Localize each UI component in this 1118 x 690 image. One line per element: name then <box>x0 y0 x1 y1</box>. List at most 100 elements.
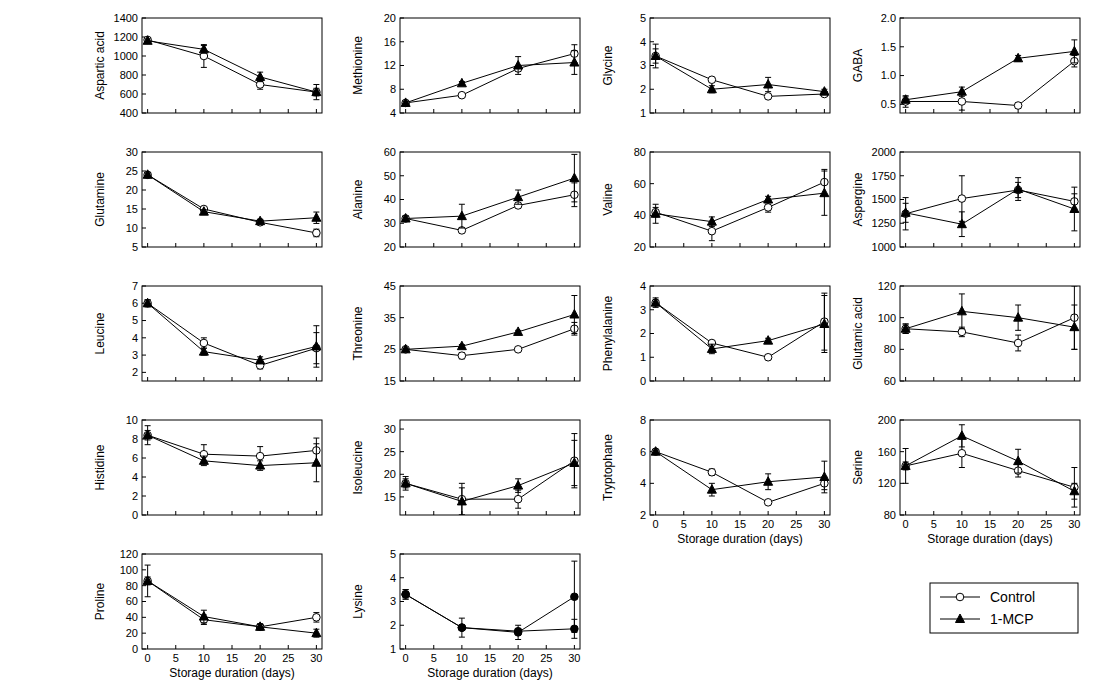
y-tick-label: 0 <box>132 643 138 655</box>
y-tick <box>400 649 404 650</box>
y-tick <box>142 56 146 57</box>
y-tick-label: 120 <box>878 477 896 489</box>
y-tick-label: 40 <box>126 611 138 623</box>
panel: 51015202530Glutamine <box>93 146 322 253</box>
y-axis-title: Lysine <box>351 584 365 619</box>
y-axis-title: Aspartic acid <box>93 31 107 100</box>
x-tick <box>768 511 769 515</box>
marker-open-circle <box>144 36 152 44</box>
y-tick <box>142 355 146 356</box>
error-bar <box>459 618 465 637</box>
plot-frame <box>400 420 580 515</box>
series-line <box>148 175 317 221</box>
y-axis-title: Histidine <box>93 444 107 490</box>
x-tick <box>203 377 204 381</box>
x-axis-title: Storage duration (days) <box>169 666 294 680</box>
y-tick <box>400 577 404 578</box>
series-line <box>148 303 317 365</box>
y-tick-label: 60 <box>884 375 896 387</box>
y-tick <box>900 515 904 516</box>
y-tick-label: 3 <box>390 595 396 607</box>
y-tick <box>142 458 146 459</box>
x-tick <box>490 243 491 247</box>
marker-triangle <box>312 87 321 96</box>
marker-open-circle <box>708 227 716 235</box>
x-tick <box>933 511 934 515</box>
y-tick-label: 20 <box>126 184 138 196</box>
y-tick-label: 12 <box>384 59 396 71</box>
x-tick <box>1046 109 1047 113</box>
marker-triangle <box>707 84 716 93</box>
x-tick <box>405 377 406 381</box>
error-bar <box>709 469 715 475</box>
y-tick-label: 4 <box>390 572 396 584</box>
y-tick <box>400 601 404 602</box>
x-tick <box>546 109 547 113</box>
x-tick-label: 30 <box>310 652 322 664</box>
y-axis-title: Leucine <box>93 312 107 354</box>
marker-triangle <box>1014 456 1023 465</box>
y-tick-label: 8 <box>132 433 138 445</box>
series-line <box>906 318 1075 343</box>
y-tick-label: 1500 <box>872 193 896 205</box>
plot-frame <box>650 18 830 113</box>
x-tick <box>175 645 176 649</box>
x-tick <box>655 377 656 381</box>
y-tick-label: 2 <box>640 327 646 339</box>
marker-triangle <box>1070 46 1079 55</box>
y-axis-title: Glutamine <box>93 172 107 227</box>
y-tick <box>650 183 654 184</box>
y-tick-label: 400 <box>120 107 138 119</box>
marker-open-circle <box>1014 102 1022 110</box>
marker-triangle <box>256 72 265 81</box>
x-tick-label: 0 <box>903 518 909 530</box>
panel: 020406080100120051015202530ProlineStorag… <box>93 548 323 680</box>
x-tick-label: 20 <box>762 518 774 530</box>
y-tick <box>400 89 404 90</box>
y-tick-label: 40 <box>384 193 396 205</box>
y-tick-label: 20 <box>634 241 646 253</box>
y-tick-label: 20 <box>384 241 396 253</box>
error-bar <box>313 229 319 237</box>
y-tick <box>142 601 146 602</box>
error-bar <box>1015 335 1021 351</box>
y-axis-title: Aspergine <box>851 172 865 226</box>
x-tick <box>711 511 712 515</box>
y-tick-label: 40 <box>634 209 646 221</box>
x-tick <box>288 511 289 515</box>
series-line <box>656 452 825 503</box>
y-tick-label: 45 <box>384 280 396 292</box>
plot-data <box>401 434 579 515</box>
marker-triangle <box>1070 204 1079 213</box>
x-tick <box>316 243 317 247</box>
x-tick-label: 20 <box>1012 518 1024 530</box>
marker-circle <box>458 624 466 632</box>
error-bar <box>403 590 409 600</box>
x-tick <box>796 109 797 113</box>
y-tick-label: 6 <box>132 297 138 309</box>
y-tick-label: 0 <box>132 509 138 521</box>
marker-triangle <box>199 44 208 53</box>
x-tick <box>905 511 906 515</box>
y-tick-label: 4 <box>132 332 138 344</box>
plot-frame <box>900 420 1080 515</box>
y-tick <box>142 247 146 248</box>
x-tick-label: 30 <box>818 518 830 530</box>
marker-circle <box>458 624 466 632</box>
panel: 400600800100012001400Aspartic acid <box>93 12 322 119</box>
plot-data <box>143 298 321 369</box>
x-tick <box>232 109 233 113</box>
marker-triangle <box>1014 184 1023 193</box>
y-tick-label: 1750 <box>872 170 896 182</box>
plot-data <box>901 425 1079 507</box>
series-line <box>906 189 1075 224</box>
marker-triangle <box>1014 53 1023 62</box>
x-tick <box>518 645 519 649</box>
plot-data <box>143 565 321 637</box>
error-bar <box>459 353 465 359</box>
x-tick-label: 15 <box>226 652 238 664</box>
y-tick <box>142 617 146 618</box>
marker-triangle <box>401 478 410 487</box>
y-tick <box>142 337 146 338</box>
x-tick-label: 0 <box>653 518 659 530</box>
